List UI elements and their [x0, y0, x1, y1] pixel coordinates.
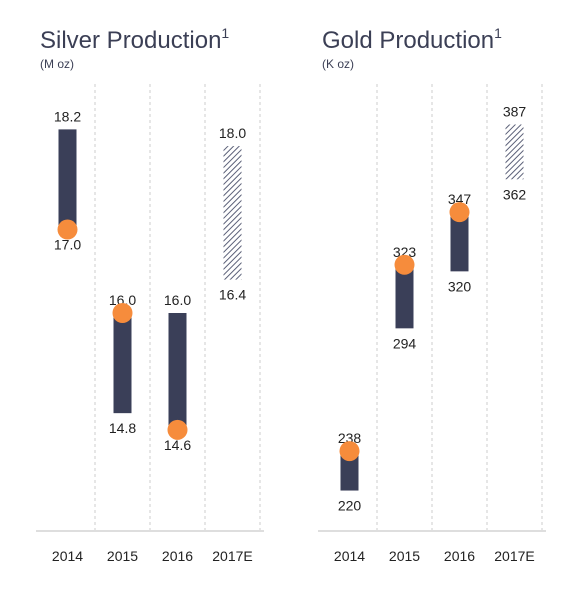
- silver-low-label-2017e: 16.4: [219, 287, 246, 303]
- gold-title-superscript: 1: [494, 25, 502, 41]
- silver-marker-2014: [57, 219, 78, 240]
- gold-subtitle: (K oz): [322, 57, 354, 71]
- gold-category-label: 2016: [444, 548, 475, 564]
- silver-high-label-2015: 16.0: [109, 292, 136, 308]
- gold-marker-2015: [394, 254, 415, 275]
- gold-high-label-2015: 323: [393, 244, 417, 260]
- gold-bar-2017e: [505, 124, 524, 180]
- silver-low-label-2014: 17.0: [54, 237, 81, 253]
- silver-high-label-2016: 16.0: [164, 292, 191, 308]
- gold-high-label-2017e: 387: [503, 103, 527, 119]
- silver-bar-2015: [113, 313, 132, 414]
- silver-low-label-2016: 14.6: [164, 437, 191, 453]
- gold-high-label-2016: 347: [448, 191, 472, 207]
- gold-low-label-2017e: 362: [503, 186, 527, 202]
- silver-bar-2017e: [223, 146, 242, 280]
- gold-category-label: 2017E: [494, 548, 534, 564]
- gold-category-label: 2015: [389, 548, 420, 564]
- gold-bar-2015: [395, 264, 414, 329]
- gold-bar-2016: [450, 212, 469, 272]
- silver-category-label: 2016: [162, 548, 193, 564]
- gold-low-label-2016: 320: [448, 278, 472, 294]
- silver-marker-2015: [112, 303, 133, 323]
- silver-category-label: 2014: [52, 548, 83, 564]
- silver-marker-2016: [167, 419, 188, 440]
- silver-category-label: 2017E: [212, 548, 252, 564]
- gold-title: Gold Production1: [322, 25, 502, 54]
- silver-high-label-2014: 18.2: [54, 108, 81, 124]
- gold-low-label-2014: 220: [338, 498, 362, 514]
- gold-marker-2016: [449, 202, 470, 223]
- gold-low-label-2015: 294: [393, 335, 417, 351]
- silver-bar-2016: [168, 313, 187, 430]
- silver-low-label-2015: 14.8: [109, 420, 136, 436]
- silver-bar-2014: [58, 129, 77, 230]
- silver-title: Silver Production1: [40, 25, 229, 54]
- silver-high-label-2017e: 18.0: [219, 125, 246, 141]
- silver-plot: 18.2 17.0 2014 16.0 14.8 2015 16.0 14.6 2016 18.0…: [36, 84, 264, 564]
- silver-category-label: 2015: [107, 548, 138, 564]
- silver-subtitle: (M oz): [40, 57, 74, 71]
- silver-title-superscript: 1: [221, 25, 229, 41]
- gold-category-label: 2014: [334, 548, 365, 564]
- gold-marker-2014: [339, 441, 360, 462]
- gold-bar-2014: [340, 451, 359, 491]
- gold-high-label-2014: 238: [338, 430, 362, 446]
- gold-plot: 238 220 2014 323 294 2015 347 320 2016 387 362 2017…: [318, 84, 546, 564]
